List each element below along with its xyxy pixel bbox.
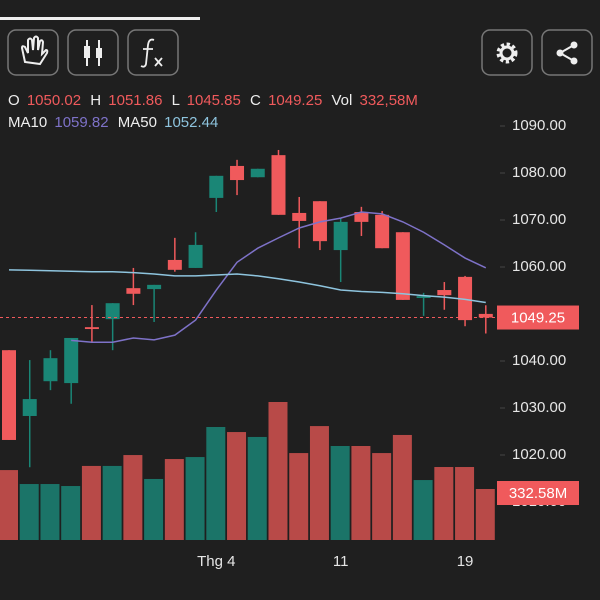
y-tick-label: 1080.00 [512, 164, 566, 181]
volume-bar [455, 467, 475, 540]
y-tick-label: 1060.00 [512, 258, 566, 275]
hand-icon [20, 35, 49, 66]
fx-icon [140, 38, 163, 68]
x-tick-label: Thg 4 [197, 553, 235, 570]
value: 1045.85 [187, 92, 241, 109]
candle-body [105, 303, 120, 320]
x-tick-label: 11 [333, 553, 349, 570]
candle-body [147, 284, 162, 290]
share-dot [556, 49, 564, 57]
candle-icon-body [96, 48, 102, 58]
volume-bar [268, 402, 288, 540]
volume-bar [206, 426, 226, 540]
candle-body [478, 313, 493, 318]
ohlc-header: O 1050.02 H 1051.86 L 1045.85 C 1049.25 … [8, 92, 418, 109]
legend-label: MA50 [118, 114, 157, 131]
legend-value: 1059.82 [54, 114, 108, 131]
candle-body [375, 214, 390, 249]
value: 1049.25 [268, 92, 322, 109]
plot: 1010.001020.001030.001040.001050.001060.… [0, 117, 579, 570]
legend-label: MA10 [8, 114, 47, 131]
indicator-button[interactable] [127, 29, 179, 76]
y-tick-label: 1030.00 [512, 399, 566, 416]
candle-body [188, 244, 203, 268]
candle-body [209, 175, 224, 198]
candle-body [22, 399, 37, 416]
candle-body [354, 212, 369, 222]
volume-bar [309, 426, 329, 540]
volume-bar [247, 436, 267, 540]
label: C [250, 92, 261, 109]
share-dot [570, 57, 578, 65]
candle-icon-body [84, 46, 90, 58]
gear-icon [499, 45, 515, 61]
volume-bar [392, 434, 412, 540]
ma-legend: MA10 1059.82 MA50 1052.44 [8, 114, 218, 131]
legend-value: 1052.44 [164, 114, 218, 131]
candle-body [395, 232, 410, 300]
toolbar [7, 29, 593, 76]
volume-bar [81, 465, 101, 540]
hand-button[interactable] [7, 29, 59, 76]
progress-bar [0, 17, 200, 20]
volume-bar [372, 453, 392, 540]
candle-body [84, 327, 99, 330]
share-dot [570, 41, 578, 49]
candle-body [43, 358, 58, 382]
volume-bar [144, 478, 164, 540]
volume-bar [413, 480, 433, 540]
settings-button[interactable] [481, 29, 533, 76]
label: L [172, 92, 180, 109]
candle-body [292, 212, 307, 221]
gear-teeth [496, 42, 518, 64]
value: 1050.02 [27, 92, 81, 109]
candle-body [416, 296, 431, 299]
volume-bar [0, 470, 18, 540]
volume-bar [164, 459, 184, 540]
volume-bar [102, 465, 122, 540]
candle-body [2, 350, 16, 440]
label: H [90, 92, 101, 109]
volume-bar [434, 467, 454, 540]
volume-bar [330, 446, 350, 540]
volume-bar [289, 453, 309, 540]
volume-bar [185, 457, 205, 540]
price-label: 1049.25 [511, 309, 565, 326]
ma-line [71, 211, 487, 343]
value: 1051.86 [108, 92, 162, 109]
candle-body [458, 276, 473, 321]
volume-bar [475, 489, 495, 540]
y-tick-label: 1070.00 [512, 211, 566, 228]
candle-body [271, 155, 286, 215]
y-tick-label: 1020.00 [512, 446, 566, 463]
y-tick-label: 1090.00 [512, 117, 566, 134]
y-tick-label: 1040.00 [512, 352, 566, 369]
candle-body [333, 221, 348, 251]
label: Vol [331, 92, 352, 109]
volume-tag [497, 481, 579, 506]
candle-body [126, 288, 141, 294]
volume-label: 332.58M [509, 485, 567, 502]
candle-body [64, 337, 79, 384]
candle-body [437, 290, 452, 296]
price-tag [497, 305, 579, 330]
volume-bar [19, 484, 39, 540]
volume-bar [123, 455, 143, 540]
x-tick-label: 19 [457, 553, 474, 570]
volume-bar [227, 432, 247, 540]
label: O [8, 92, 20, 109]
candle-body [230, 165, 245, 181]
ma-line [8, 269, 486, 304]
volume-bar [351, 446, 371, 540]
candle-body [250, 168, 265, 178]
candle-button[interactable] [67, 29, 119, 76]
volume-bar [40, 484, 60, 540]
value: 332,58M [360, 92, 418, 109]
volume-bar [61, 486, 81, 540]
share-button[interactable] [541, 29, 593, 76]
candle-body [167, 259, 182, 270]
